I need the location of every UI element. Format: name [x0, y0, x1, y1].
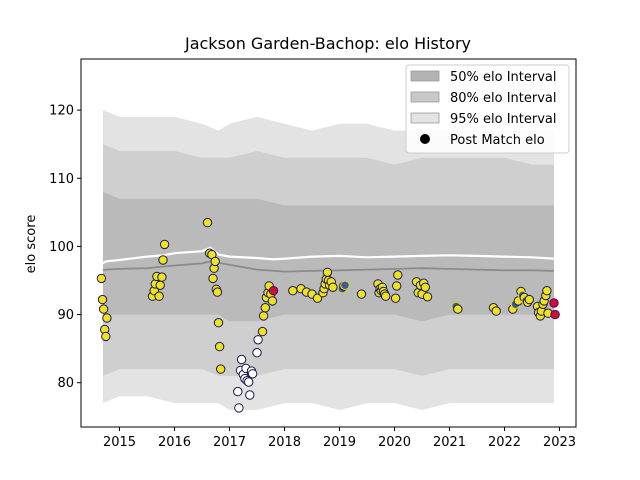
legend-swatch: [410, 70, 440, 82]
x-tick-label: 2023: [543, 435, 576, 450]
post-match-elo-point: [97, 294, 108, 305]
legend: 50% elo Interval 80% elo Interval 95% elo …: [405, 64, 570, 154]
legend-label: 80% elo Interval: [450, 91, 557, 106]
legend-swatch: [410, 91, 440, 103]
legend-marker: [420, 134, 430, 144]
post-match-elo-point: [322, 267, 333, 277]
post-match-elo-point: [233, 386, 243, 397]
post-match-elo-point: [422, 292, 433, 302]
legend-label: 95% elo Interval: [450, 112, 557, 127]
post-match-elo-point: [288, 286, 298, 296]
x-tick-label: 2018: [268, 435, 301, 450]
y-tick-label: 120: [49, 104, 74, 119]
post-match-elo-point: [96, 273, 107, 284]
post-match-elo-point: [244, 377, 254, 387]
post-match-elo-point: [390, 293, 401, 303]
y-tick-label: 80: [57, 376, 74, 391]
post-match-elo-point: [253, 335, 263, 345]
post-match-elo-point: [340, 280, 350, 290]
post-match-elo-point: [267, 296, 278, 306]
post-match-elo-point: [154, 291, 164, 301]
post-match-elo-point: [257, 326, 268, 337]
post-match-elo-point: [542, 286, 552, 296]
post-match-elo-point: [157, 272, 167, 282]
post-match-elo-point: [236, 354, 247, 365]
post-match-elo-point: [328, 282, 338, 292]
post-match-elo-point: [312, 293, 323, 303]
post-match-elo-point: [101, 331, 111, 342]
x-tick-label: 2016: [158, 435, 191, 450]
post-match-elo-point: [155, 280, 165, 290]
y-tick-label: 100: [49, 240, 74, 255]
y-tick-label: 90: [57, 308, 74, 323]
axes: 2015 2016 2017 2018 2019 2020 2021 2022 2023 80 90…: [49, 58, 577, 450]
post-match-elo-point: [549, 298, 559, 308]
y-tick-label: 110: [49, 172, 74, 187]
post-match-elo-point: [102, 313, 112, 323]
post-match-elo-point: [258, 311, 269, 321]
post-match-elo-point: [158, 255, 168, 265]
x-tick-label: 2020: [378, 435, 411, 450]
legend-swatch: [410, 112, 440, 124]
post-match-elo-point: [260, 303, 270, 313]
chart-title: Jackson Garden-Bachop: elo History: [184, 34, 471, 53]
post-match-elo-point: [392, 281, 402, 291]
plot-area: [96, 110, 560, 413]
x-tick-label: 2015: [103, 435, 136, 450]
post-match-elo-point: [98, 304, 109, 314]
median-line: [102, 260, 555, 273]
post-match-elo-point: [159, 239, 170, 250]
x-tick-label: 2022: [488, 435, 521, 450]
legend-box: [405, 64, 570, 154]
post-match-elo-point: [210, 256, 220, 267]
post-match-elo-point: [216, 364, 226, 374]
post-match-elo-point: [208, 273, 218, 284]
x-tick-label: 2019: [323, 435, 356, 450]
post-match-elo-point: [550, 309, 560, 320]
legend-label: Post Match elo: [450, 133, 545, 148]
post-match-elo-point: [252, 348, 262, 358]
post-match-elo-point: [202, 217, 213, 228]
x-tick-label: 2021: [433, 435, 466, 450]
x-tick-label: 2017: [213, 435, 246, 450]
post-match-elo-point: [420, 282, 430, 292]
post-match-elo-point: [234, 403, 244, 413]
post-match-elo-point: [356, 289, 367, 299]
post-match-elo-point: [214, 341, 225, 352]
post-match-elo-point: [381, 291, 391, 301]
post-match-elo-point: [213, 318, 224, 328]
post-match-elo-point: [212, 287, 223, 297]
axes-frame: [80, 58, 577, 428]
post-match-elo-point: [524, 294, 534, 305]
post-match-elo-point: [453, 304, 463, 314]
mean-line: [102, 246, 555, 265]
post-match-elo-point: [491, 306, 501, 316]
post-match-elo-point: [393, 270, 403, 280]
y-axis-label: elo score: [24, 215, 39, 274]
post-match-elo-point: [247, 369, 258, 379]
post-match-elo-point: [245, 390, 255, 400]
post-match-elo-point: [268, 286, 279, 296]
legend-label: 50% elo Interval: [450, 70, 557, 85]
